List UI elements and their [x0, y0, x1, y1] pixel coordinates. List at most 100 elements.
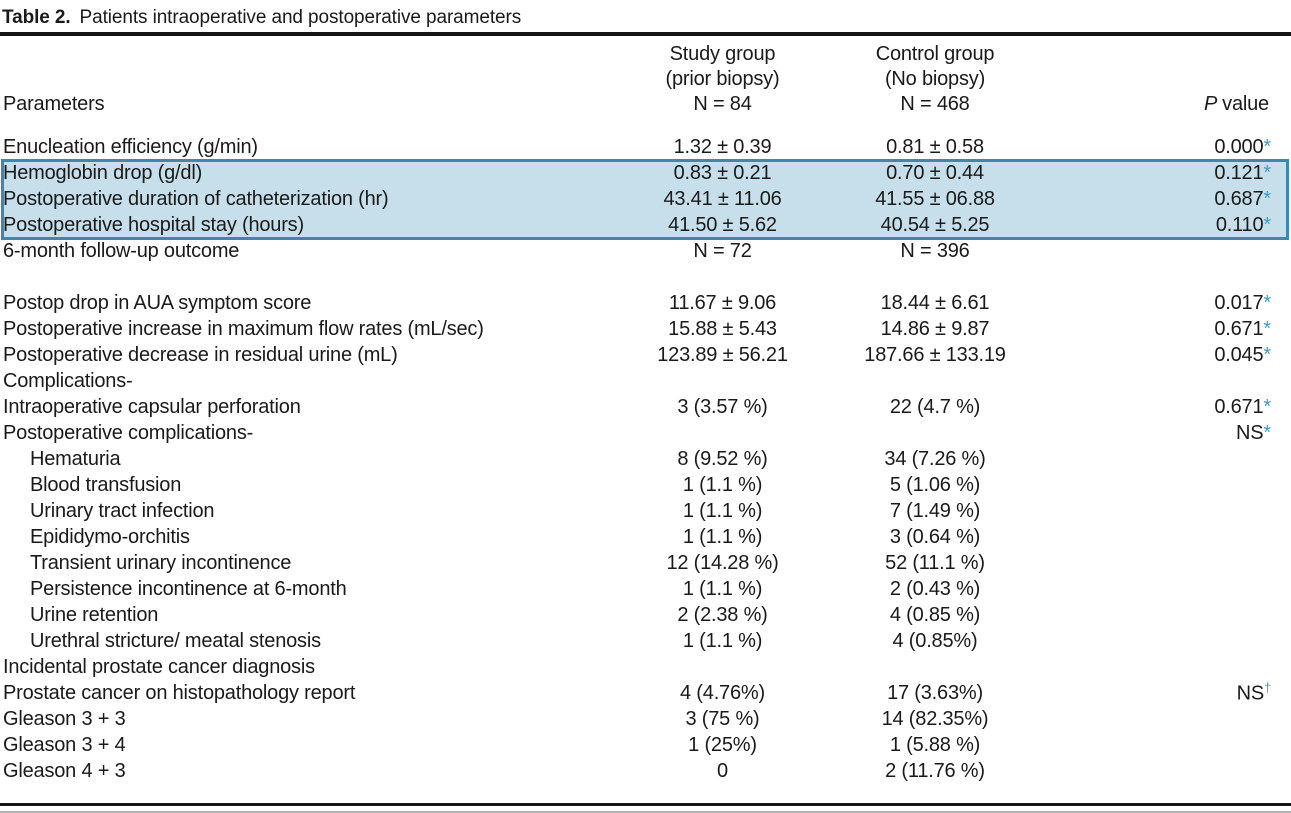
table-row: Enucleation efficiency (g/min) 1.32 ± 0.…: [0, 134, 1291, 160]
table-row: Gleason 3 + 4 1 (25%) 1 (5.88 %): [0, 732, 1291, 758]
table-caption-text: Patients intraoperative and postoperativ…: [79, 7, 522, 28]
study-cell: 8 (9.52 %): [677, 447, 768, 470]
p-text: NS: [1236, 421, 1264, 444]
control-cell: 4 (0.85%): [892, 629, 978, 652]
table-row: Postop drop in AUA symptom score 11.67 ±…: [0, 290, 1291, 316]
p-significance-mark: *: [1263, 395, 1271, 418]
control-cell: 0.81 ± 0.58: [886, 135, 984, 158]
study-cell: 1 (1.1 %): [682, 577, 763, 600]
p-significance-mark: †: [1263, 680, 1271, 696]
control-cell: 14.86 ± 9.87: [880, 317, 990, 340]
header-study-line-1: Study group: [669, 43, 776, 65]
table-row: Postoperative hospital stay (hours) 41.5…: [0, 212, 1291, 238]
p-significance-mark: *: [1263, 317, 1271, 340]
p-cell: NS*: [1040, 422, 1291, 445]
p-text: 0.671: [1214, 395, 1264, 418]
table-row: 6-month follow-up outcome N = 72 N = 396: [0, 238, 1291, 264]
param-cell: Postop drop in AUA symptom score: [3, 291, 312, 314]
p-significance-mark: *: [1263, 213, 1271, 236]
study-cell: 1 (1.1 %): [682, 499, 763, 522]
table-body: Enucleation efficiency (g/min) 1.32 ± 0.…: [0, 134, 1291, 784]
header-study-line-2: (prior biopsy): [665, 68, 780, 90]
table-row: Complications-: [0, 368, 1291, 394]
table-row: Persistence incontinence at 6-month 1 (1…: [0, 576, 1291, 602]
study-cell: N = 72: [693, 239, 752, 262]
study-cell: 41.50 ± 5.62: [668, 213, 777, 236]
p-cell: 0.671*: [1040, 318, 1291, 341]
p-significance-mark: *: [1263, 161, 1271, 184]
param-cell: Blood transfusion: [30, 473, 182, 496]
param-cell: Postoperative complications-: [3, 421, 254, 444]
param-cell: Transient urinary incontinence: [30, 551, 292, 574]
p-significance-mark: *: [1263, 291, 1271, 314]
p-text: 0.687: [1214, 187, 1264, 210]
param-cell: Gleason 3 + 4: [3, 733, 126, 756]
p-text: NS: [1236, 682, 1265, 705]
p-text: 0.000: [1214, 135, 1264, 158]
control-cell: 41.55 ± 06.88: [875, 187, 995, 210]
table-row: Intraoperative capsular perforation 3 (3…: [0, 394, 1291, 420]
p-cell: 0.121*: [1040, 162, 1291, 185]
param-cell: Persistence incontinence at 6-month: [30, 577, 347, 600]
header-control-line-1: Control group: [875, 43, 995, 65]
control-cell: 0.70 ± 0.44: [886, 161, 984, 184]
bottom-thin-rule: [0, 811, 1291, 813]
study-cell: 1 (1.1 %): [682, 473, 763, 496]
study-cell: 1 (1.1 %): [682, 525, 763, 548]
control-cell: 3 (0.64 %): [889, 525, 981, 548]
table-row: Transient urinary incontinence 12 (14.28…: [0, 550, 1291, 576]
p-cell: NS†: [1040, 680, 1291, 706]
table-row: Gleason 3 + 3 3 (75 %) 14 (82.35%): [0, 706, 1291, 732]
study-cell: 2 (2.38 %): [677, 603, 768, 626]
table-row: Postoperative increase in maximum flow r…: [0, 316, 1291, 342]
top-rule: [0, 32, 1291, 36]
study-cell: 0.83 ± 0.21: [673, 161, 772, 184]
p-significance-mark: *: [1263, 187, 1271, 210]
param-cell: Postoperative increase in maximum flow r…: [3, 317, 484, 340]
table-row: Postoperative complications- NS*: [0, 420, 1291, 446]
control-cell: N = 396: [900, 239, 970, 262]
study-cell: 1 (1.1 %): [682, 629, 763, 652]
param-cell: Urine retention: [30, 603, 159, 626]
param-cell: Hemoglobin drop (g/dl): [3, 161, 203, 184]
table-row: Hematuria 8 (9.52 %) 34 (7.26 %): [0, 446, 1291, 472]
table-row: Postoperative duration of catheterizatio…: [0, 186, 1291, 212]
param-cell: Prostate cancer on histopathology report: [3, 681, 356, 704]
highlight-annotation-box: [1, 159, 1289, 240]
control-cell: 14 (82.35%): [881, 707, 989, 730]
p-cell: 0.045*: [1040, 344, 1291, 367]
param-cell: Epididymo-orchitis: [30, 525, 190, 548]
table-row: Blood transfusion 1 (1.1 %) 5 (1.06 %): [0, 472, 1291, 498]
control-cell: 4 (0.85 %): [889, 603, 981, 626]
p-cell: 0.687*: [1040, 188, 1291, 211]
p-text: 0.121: [1214, 161, 1264, 184]
table-row: [0, 264, 1291, 290]
param-cell: Complications-: [3, 369, 133, 392]
param-cell: Intraoperative capsular perforation: [3, 395, 301, 418]
table-row: Epididymo-orchitis 1 (1.1 %) 3 (0.64 %): [0, 524, 1291, 550]
header-control-group: Control group (No biopsy) N = 468: [830, 42, 1040, 117]
p-cell: 0.017*: [1040, 292, 1291, 315]
param-cell: Gleason 4 + 3: [3, 759, 126, 782]
control-cell: 1 (5.88 %): [889, 733, 981, 756]
study-cell: 3 (3.57 %): [677, 395, 768, 418]
p-significance-mark: *: [1263, 421, 1271, 444]
control-cell: 34 (7.26 %): [884, 447, 986, 470]
table-caption-label: Table 2.: [2, 7, 71, 28]
study-cell: 123.89 ± 56.21: [657, 343, 788, 366]
table-row: Urine retention 2 (2.38 %) 4 (0.85 %): [0, 602, 1291, 628]
param-cell: Incidental prostate cancer diagnosis: [3, 655, 315, 678]
study-cell: 1 (25%): [688, 733, 757, 756]
header-study-group: Study group (prior biopsy) N = 84: [615, 42, 830, 117]
table-row: Urethral stricture/ meatal stenosis 1 (1…: [0, 628, 1291, 654]
p-significance-mark: *: [1263, 343, 1271, 366]
param-cell: Postoperative duration of catheterizatio…: [3, 187, 389, 210]
header-p-italic: P: [1204, 93, 1218, 115]
param-cell: Urethral stricture/ meatal stenosis: [30, 629, 321, 652]
header-p-rest: value: [1222, 93, 1269, 115]
study-cell: 1.32 ± 0.39: [673, 135, 772, 158]
study-cell: 3 (75 %): [685, 707, 760, 730]
header-parameters: Parameters: [3, 93, 105, 115]
